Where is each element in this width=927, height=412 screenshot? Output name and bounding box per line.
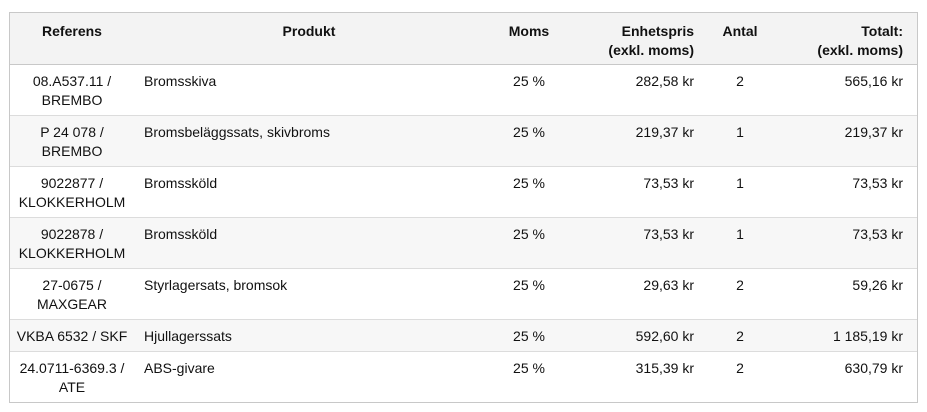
table-header: Referens Produkt Moms Enhetspris (exkl. … <box>10 13 917 65</box>
cell-produkt: Bromssköld <box>134 166 480 218</box>
cell-produkt: ABS-givare <box>144 359 215 376</box>
cell-moms: 25 % <box>480 217 578 269</box>
table-row: 24.0711-6369.3 / ATE ABS-givare 25 % 315,… <box>10 351 917 402</box>
referens-number: 9022878 / <box>40 225 104 242</box>
cell-referens: 9022877 / KLOKKERHOLM <box>10 166 134 218</box>
table-row: 08.A537.11 / BREMBO Bromsskiva 25 % 282,5… <box>10 64 917 116</box>
referens-number: P 24 078 / <box>40 123 104 140</box>
table-row: 9022877 / KLOKKERHOLM Bromssköld 25 % 73,… <box>10 166 917 218</box>
cell-enhetspris: 219,37 kr <box>578 115 700 167</box>
cell-produkt: Bromsskiva <box>134 64 480 116</box>
cell-enhetspris: 592,60 kr <box>578 319 700 352</box>
cell-referens: 27-0675 / MAXGEAR <box>10 268 134 320</box>
referens-brand: BREMBO <box>41 91 103 108</box>
cell-totalt: 565,16 kr <box>780 64 917 116</box>
cell-moms: 25 % <box>480 319 578 352</box>
cell-totalt: 73,53 kr <box>780 217 917 269</box>
header-antal: Antal <box>700 13 780 65</box>
cell-moms: 25 % <box>480 166 578 218</box>
table-row: VKBA 6532 / SKF Hjullagerssats 25 % 592,… <box>10 319 917 352</box>
table-row: P 24 078 / BREMBO Bromsbeläggssats, skivb… <box>10 115 917 167</box>
header-moms: Moms <box>480 13 578 65</box>
header-moms-label: Moms <box>508 23 550 39</box>
header-antal-label: Antal <box>722 23 758 39</box>
header-referens-label: Referens <box>42 23 102 39</box>
referens-number: 9022877 / <box>40 174 104 191</box>
cell-referens: 24.0711-6369.3 / ATE <box>10 351 134 402</box>
cell-enhetspris: 73,53 kr <box>578 217 700 269</box>
header-referens: Referens <box>10 13 134 65</box>
header-enhetspris-sublabel: (exkl. moms) <box>608 42 694 58</box>
cell-totalt: 59,26 kr <box>780 268 917 320</box>
cell-enhetspris: 73,53 kr <box>578 166 700 218</box>
cell-antal: 2 <box>736 359 744 376</box>
table-row: 9022878 / KLOKKERHOLM Bromssköld 25 % 73,… <box>10 217 917 269</box>
referens-number: 27-0675 / <box>42 276 102 293</box>
cell-referens: 9022878 / KLOKKERHOLM <box>10 217 134 269</box>
header-totalt-label: Totalt: <box>861 23 903 39</box>
header-totalt: Totalt: (exkl. moms) <box>780 13 917 65</box>
header-produkt: Produkt <box>134 13 480 65</box>
cell-referens: P 24 078 / BREMBO <box>10 115 134 167</box>
cell-referens: VKBA 6532 / SKF <box>10 319 134 352</box>
cell-antal: 1 <box>700 166 780 218</box>
cell-enhetspris: 282,58 kr <box>578 64 700 116</box>
referens-brand: ATE <box>58 378 86 395</box>
cell-totalt: 73,53 kr <box>780 166 917 218</box>
cell-antal: 2 <box>700 319 780 352</box>
cell-antal: 2 <box>700 64 780 116</box>
referens-brand: KLOKKERHOLM <box>18 193 126 210</box>
order-items-table-container: Referens Produkt Moms Enhetspris (exkl. … <box>9 12 918 403</box>
header-row: Referens Produkt Moms Enhetspris (exkl. … <box>10 13 917 65</box>
header-totalt-sublabel: (exkl. moms) <box>817 42 903 58</box>
cell-antal: 2 <box>700 268 780 320</box>
table-body: 08.A537.11 / BREMBO Bromsskiva 25 % 282,5… <box>10 64 917 402</box>
referens-brand: BREMBO <box>41 142 103 159</box>
cell-produkt: Hjullagerssats <box>134 319 480 352</box>
referens-number: 24.0711-6369.3 / <box>19 359 125 376</box>
cell-produkt: Styrlagersats, bromsok <box>134 268 480 320</box>
cell-totalt: 1 185,19 kr <box>780 319 917 352</box>
referens-brand: MAXGEAR <box>36 295 107 312</box>
cell-antal: 1 <box>700 115 780 167</box>
header-produkt-label: Produkt <box>282 23 336 39</box>
cell-moms: 25 % <box>480 64 578 116</box>
header-enhetspris-label: Enhetspris <box>621 23 694 39</box>
order-items-table: Referens Produkt Moms Enhetspris (exkl. … <box>10 13 917 402</box>
header-enhetspris: Enhetspris (exkl. moms) <box>578 13 700 65</box>
cell-totalt: 219,37 kr <box>780 115 917 167</box>
cell-enhetspris: 29,63 kr <box>578 268 700 320</box>
cell-produkt: Bromssköld <box>134 217 480 269</box>
cell-moms: 25 % <box>480 115 578 167</box>
cell-totalt: 630,79 kr <box>844 359 903 376</box>
cell-enhetspris: 315,39 kr <box>635 359 694 376</box>
table-row: 27-0675 /MAXGEAR Styrlagersats, bromsok … <box>10 268 917 320</box>
referens-brand: KLOKKERHOLM <box>18 244 126 261</box>
cell-moms: 25 % <box>513 359 545 376</box>
cell-antal: 1 <box>700 217 780 269</box>
cell-produkt: Bromsbeläggssats, skivbroms <box>134 115 480 167</box>
referens-number: VKBA 6532 / SKF <box>16 327 128 344</box>
cell-referens: 08.A537.11 / BREMBO <box>10 64 134 116</box>
referens-number: 08.A537.11 / <box>32 72 112 89</box>
cell-moms: 25 % <box>480 268 578 320</box>
